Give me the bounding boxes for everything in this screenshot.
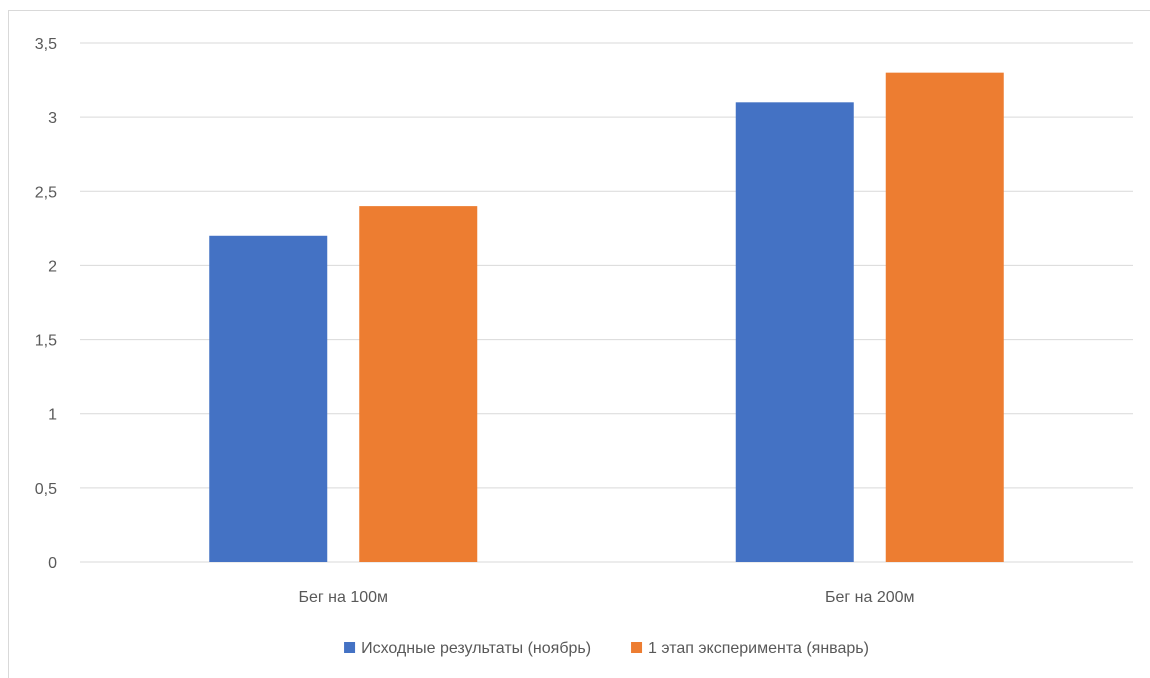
y-tick-label: 3,5 (35, 36, 57, 53)
legend-item: Исходные результаты (ноябрь) (344, 640, 591, 657)
bar (209, 235, 328, 562)
y-axis-ticks: 0 0,5 1 1,5 2 2,5 3 3,5 (35, 36, 57, 572)
bar (885, 72, 1004, 563)
legend-item: 1 этап эксперимента (январь) (631, 640, 869, 657)
x-category-label: Бег на 200м (825, 589, 915, 606)
legend: Исходные результаты (ноябрь) 1 этап экспе… (344, 640, 869, 657)
legend-swatch (631, 642, 643, 653)
x-axis-categories: Бег на 100м Бег на 200м (298, 589, 914, 606)
chart-frame (8, 10, 1150, 678)
y-tick-label: 3 (48, 110, 57, 127)
legend-label: Исходные результаты (ноябрь) (361, 640, 591, 657)
y-tick-label: 1 (48, 407, 57, 424)
y-tick-label: 1,5 (35, 333, 57, 350)
y-tick-label: 2,5 (35, 184, 57, 201)
bar (735, 102, 854, 563)
y-tick-label: 2 (48, 258, 57, 275)
x-category-label: Бег на 100м (298, 589, 388, 606)
legend-label: 1 этап эксперимента (январь) (648, 640, 869, 657)
bar (359, 206, 478, 562)
bars (209, 72, 1004, 563)
y-tick-label: 0 (48, 555, 57, 572)
y-tick-label: 0,5 (35, 481, 57, 498)
legend-swatch (344, 642, 356, 653)
